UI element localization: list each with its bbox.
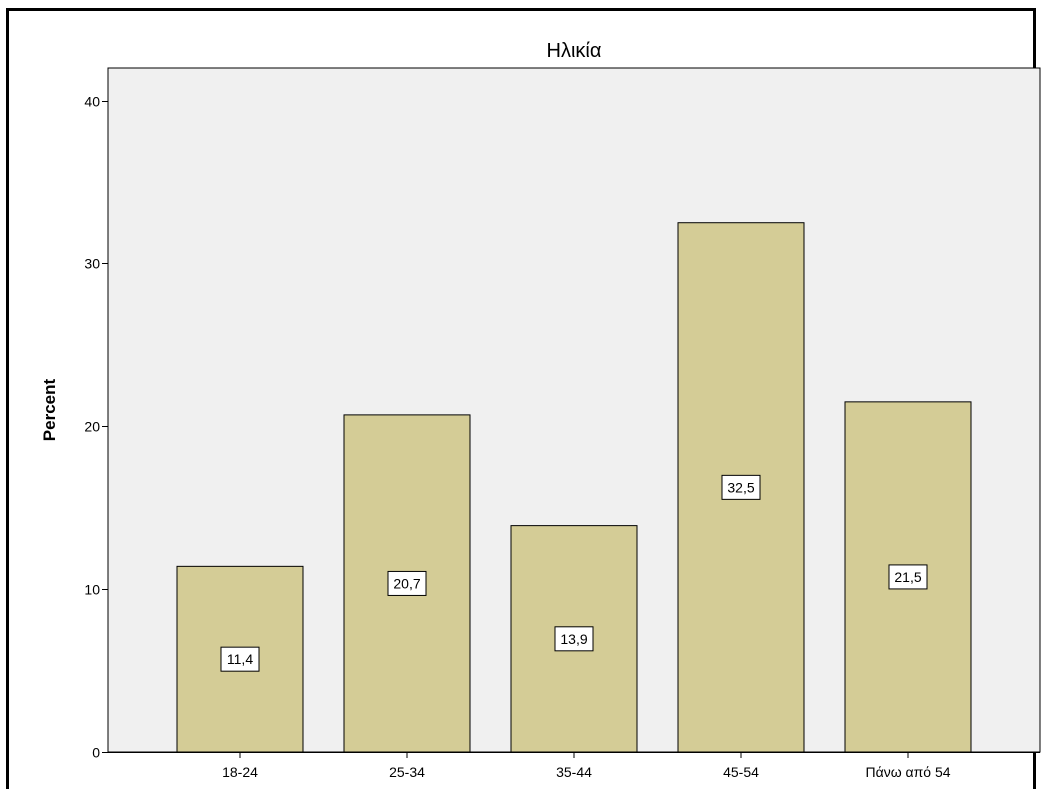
x-tick-label: 18-24 (222, 764, 258, 780)
data-label-box (220, 646, 260, 672)
data-label: 32,5 (727, 479, 754, 495)
x-tick-label: 45-54 (723, 764, 759, 780)
y-tick-label: 40 (84, 94, 100, 110)
chart-title: Ηλικία (547, 40, 602, 62)
y-axis-label: Percent (40, 378, 59, 441)
x-tick-label: 35-44 (556, 764, 592, 780)
bars-group: 11,4 20,7 13,9 32,5 21,5 (176, 222, 972, 753)
data-label-box (387, 570, 427, 596)
data-label: 20,7 (393, 575, 420, 591)
y-axis: 0 10 20 30 40 (84, 68, 109, 761)
y-tick-label: 30 (84, 256, 100, 272)
data-label: 21,5 (894, 569, 921, 585)
data-label-box (888, 564, 928, 590)
data-label: 13,9 (560, 631, 587, 647)
y-tick-label: 10 (84, 582, 100, 598)
x-axis: 18-24 25-34 35-44 45-54 Πάνω από 54 (108, 752, 1040, 780)
data-label: 11,4 (227, 651, 253, 667)
x-tick-label: Πάνω από 54 (865, 764, 950, 780)
y-tick-label: 0 (92, 745, 100, 761)
data-label-box (554, 626, 594, 652)
y-tick-label: 20 (84, 419, 100, 435)
x-tick-label: 25-34 (389, 764, 425, 780)
data-label-box (721, 474, 761, 500)
